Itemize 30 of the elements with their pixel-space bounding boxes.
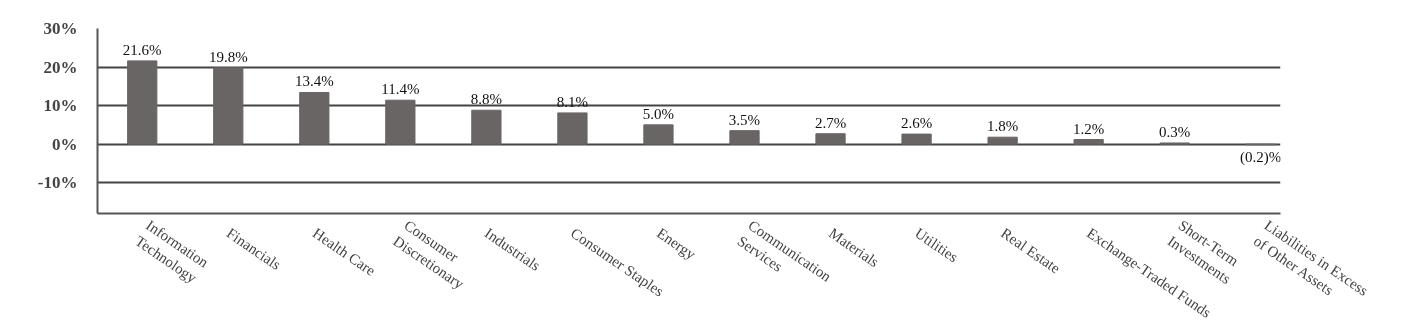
data-label: 2.6% <box>900 115 933 132</box>
y-tick-label: 0% <box>52 134 78 154</box>
y-tick-label: 20% <box>43 57 78 77</box>
bar <box>815 133 846 145</box>
data-label: 5.0% <box>642 105 675 122</box>
bar <box>213 67 244 145</box>
data-label: 13.4% <box>294 73 334 90</box>
bar <box>471 109 502 145</box>
data-label: (0.2)% <box>1240 148 1282 166</box>
y-tick-label: 30% <box>43 19 78 38</box>
data-label: 19.8% <box>208 48 248 65</box>
data-label: 11.4% <box>381 81 420 98</box>
bar <box>557 112 588 145</box>
y-tick-label: -10% <box>37 173 78 193</box>
bar <box>987 136 1018 145</box>
bar <box>385 99 416 145</box>
bar <box>729 130 760 145</box>
data-label: 1.2% <box>1073 120 1105 137</box>
data-label: 2.7% <box>814 114 847 131</box>
bar <box>1073 139 1104 145</box>
data-label: 0.3% <box>1159 123 1191 140</box>
data-label: 21.6% <box>122 41 162 58</box>
y-tick-label: 10% <box>43 96 78 116</box>
bar <box>901 133 932 145</box>
data-label: 8.8% <box>470 91 503 108</box>
data-label: 3.5% <box>728 111 761 128</box>
data-label: 1.8% <box>986 118 1019 135</box>
bar <box>299 91 330 145</box>
bar <box>643 124 674 145</box>
bar <box>127 60 158 145</box>
